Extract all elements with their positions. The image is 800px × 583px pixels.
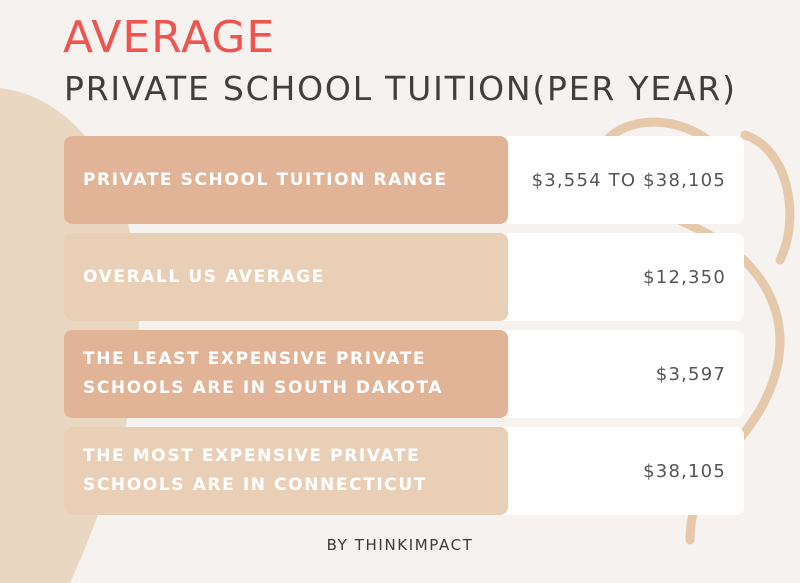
- table-row-most-expensive: THE MOST EXPENSIVE PRIVATE SCHOOLS ARE I…: [64, 427, 744, 515]
- row-label-cell: THE MOST EXPENSIVE PRIVATE SCHOOLS ARE I…: [64, 427, 508, 515]
- page-title: PRIVATE SCHOOL TUITION(PER YEAR): [64, 69, 737, 108]
- row-label: OVERALL US AVERAGE: [83, 266, 325, 287]
- row-label: THE MOST EXPENSIVE PRIVATE SCHOOLS ARE I…: [83, 446, 427, 495]
- row-label: PRIVATE SCHOOL TUITION RANGE: [83, 169, 448, 190]
- table-row-tuition-range: PRIVATE SCHOOL TUITION RANGE $3,554 TO $…: [64, 136, 744, 224]
- row-label-cell: PRIVATE SCHOOL TUITION RANGE: [64, 136, 508, 224]
- row-label-cell: OVERALL US AVERAGE: [64, 233, 508, 321]
- title-accent: AVERAGE: [63, 12, 276, 63]
- right-loop-outline-2: [740, 130, 795, 265]
- row-value: $12,350: [643, 266, 726, 288]
- row-value: $38,105: [643, 460, 726, 482]
- row-label: THE LEAST EXPENSIVE PRIVATE SCHOOLS ARE …: [83, 349, 444, 398]
- table-row-least-expensive: THE LEAST EXPENSIVE PRIVATE SCHOOLS ARE …: [64, 330, 744, 418]
- tuition-table: PRIVATE SCHOOL TUITION RANGE $3,554 TO $…: [64, 136, 744, 524]
- row-value: $3,554 TO $38,105: [531, 169, 726, 191]
- credit-text: BY THINKIMPACT: [326, 536, 474, 554]
- table-row-us-average: OVERALL US AVERAGE $12,350: [64, 233, 744, 321]
- row-label-cell: THE LEAST EXPENSIVE PRIVATE SCHOOLS ARE …: [64, 330, 508, 418]
- row-value: $3,597: [655, 363, 726, 385]
